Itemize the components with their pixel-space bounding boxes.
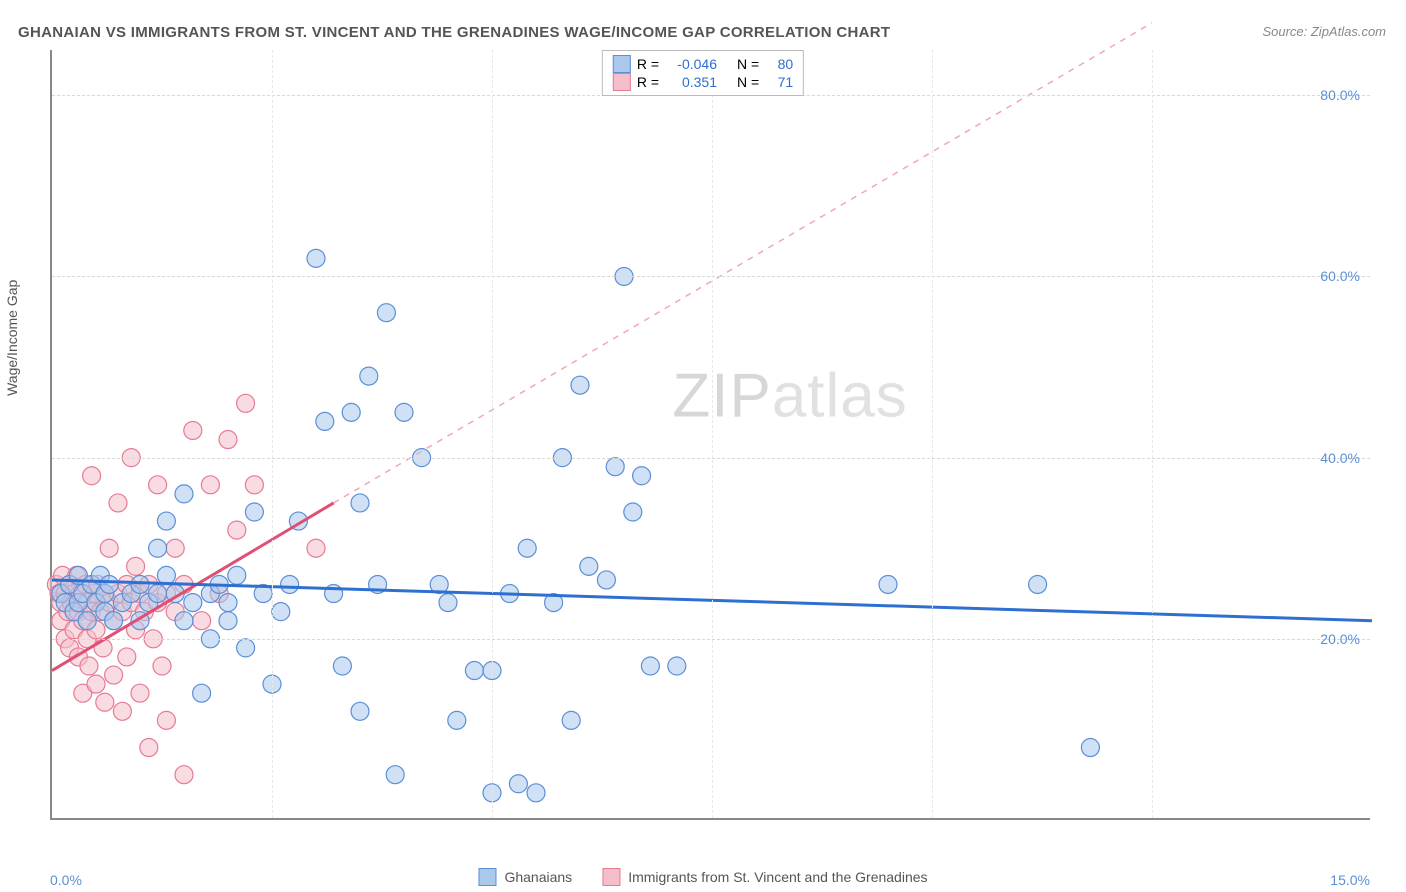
n-label-0: N = [737, 56, 759, 72]
y-axis-label: Wage/Income Gap [4, 280, 20, 396]
swatch-bottom-0 [478, 868, 496, 886]
r-value-1: 0.351 [665, 74, 717, 90]
n-value-0: 80 [765, 56, 793, 72]
swatch-series-1 [613, 73, 631, 91]
r-label-0: R = [637, 56, 659, 72]
chart-title: GHANAIAN VS IMMIGRANTS FROM ST. VINCENT … [18, 24, 890, 41]
r-label-1: R = [637, 74, 659, 90]
x-tick-label: 15.0% [1330, 872, 1370, 888]
legend-row-series-1: R = 0.351 N = 71 [613, 73, 793, 91]
y-tick-label: 20.0% [1320, 631, 1360, 647]
y-tick-label: 40.0% [1320, 450, 1360, 466]
y-tick-label: 80.0% [1320, 87, 1360, 103]
plot-area: ZIPatlas 20.0%40.0%60.0%80.0% [50, 50, 1370, 820]
source-attribution: Source: ZipAtlas.com [1262, 24, 1386, 39]
n-value-1: 71 [765, 74, 793, 90]
y-tick-label: 60.0% [1320, 268, 1360, 284]
r-value-0: -0.046 [665, 56, 717, 72]
chart-svg [52, 50, 1370, 818]
legend-series: Ghanaians Immigrants from St. Vincent an… [478, 868, 927, 886]
n-label-1: N = [737, 74, 759, 90]
legend-row-series-0: R = -0.046 N = 80 [613, 55, 793, 73]
swatch-series-0 [613, 55, 631, 73]
legend-label-0: Ghanaians [504, 869, 572, 885]
legend-correlation: R = -0.046 N = 80 R = 0.351 N = 71 [602, 50, 804, 96]
swatch-bottom-1 [602, 868, 620, 886]
legend-label-1: Immigrants from St. Vincent and the Gren… [628, 869, 927, 885]
x-tick-label: 0.0% [50, 872, 82, 888]
